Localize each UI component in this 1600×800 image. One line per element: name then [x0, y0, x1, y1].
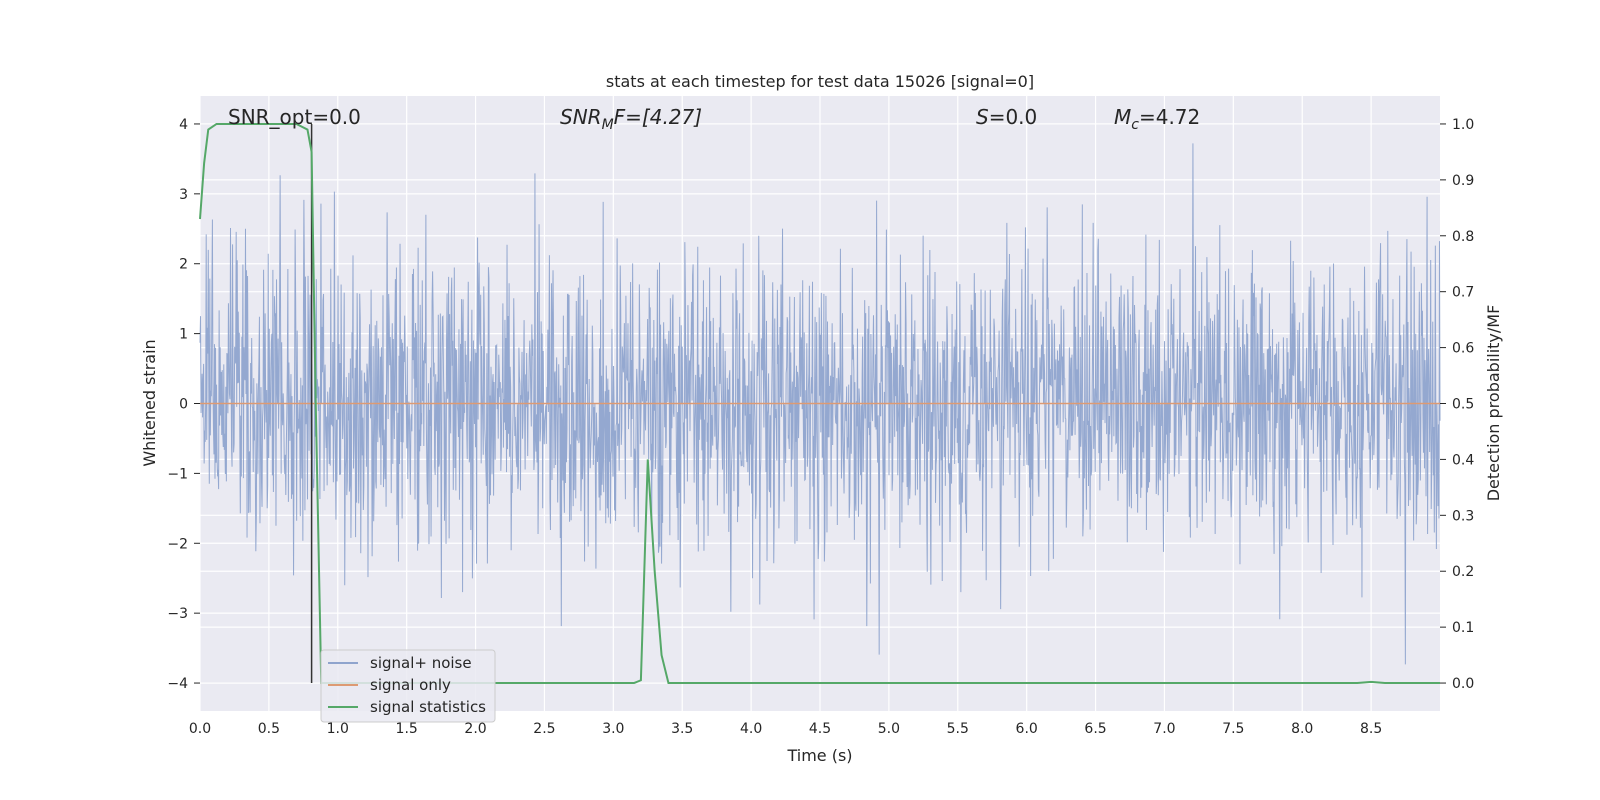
legend-label-signal-statistics: signal statistics	[370, 698, 486, 716]
y-left-tick-label: −1	[167, 466, 188, 482]
x-tick-label: 6.5	[1084, 721, 1106, 737]
x-tick-label: 3.5	[671, 721, 693, 737]
y-right-tick-label: 0.7	[1452, 285, 1474, 301]
annotation-snr-opt: SNR_opt=0.0	[228, 105, 361, 129]
annotation-s: S=0.0	[976, 105, 1037, 129]
y-right-tick-label: 0.8	[1452, 229, 1474, 245]
y-left-tick-label: 1	[179, 327, 188, 343]
y-right-tick-label: 0.0	[1452, 676, 1474, 692]
x-axis-label: Time (s)	[786, 746, 852, 765]
x-tick-label: 0.5	[258, 721, 280, 737]
x-tick-label: 5.0	[878, 721, 900, 737]
mc-sub: c	[1131, 117, 1139, 133]
x-tick-label: 1.5	[396, 721, 418, 737]
y-left-tick-label: 4	[179, 117, 188, 133]
x-tick-label: 0.0	[189, 721, 211, 737]
y-left-tick-label: 2	[179, 257, 188, 273]
y-left-axis-label: Whitened strain	[140, 339, 159, 466]
y-left-axis-ticks: −4 −3 −2 −1 0 1 2 3 4	[167, 117, 200, 692]
mc-main: M	[1114, 105, 1131, 129]
y-right-tick-label: 0.3	[1452, 508, 1474, 524]
y-right-axis-label: Detection probability/MF	[1484, 305, 1503, 502]
x-tick-label: 7.0	[1153, 721, 1175, 737]
x-tick-label: 1.0	[327, 721, 349, 737]
snr-mf-suffix: F=[4.27]	[614, 105, 702, 129]
x-tick-label: 3.0	[602, 721, 624, 737]
y-right-tick-label: 0.6	[1452, 341, 1474, 357]
legend: signal+ noise signal only signal statist…	[320, 649, 496, 723]
x-tick-label: 5.5	[947, 721, 969, 737]
x-tick-label: 8.5	[1360, 721, 1382, 737]
signal-statistics-line	[199, 122, 1440, 685]
y-left-tick-label: −4	[167, 676, 188, 692]
y-left-tick-label: −2	[167, 536, 188, 552]
snr-mf-sub: M	[602, 117, 614, 133]
x-tick-label: 8.0	[1291, 721, 1313, 737]
y-left-tick-label: 0	[179, 397, 188, 413]
x-tick-label: 4.0	[740, 721, 762, 737]
x-tick-label: 4.5	[809, 721, 831, 737]
s-value: =0.0	[989, 105, 1038, 129]
series-signal-noise	[199, 143, 1441, 665]
annotation-mc: Mc=4.72	[1114, 105, 1200, 133]
s-main: S	[976, 105, 989, 129]
y-left-tick-label: −3	[167, 606, 188, 622]
y-right-tick-label: 0.2	[1452, 564, 1474, 580]
legend-label-signal-only: signal only	[370, 676, 451, 694]
legend-box	[320, 649, 496, 723]
x-tick-label: 7.5	[1222, 721, 1244, 737]
legend-label-signal-noise: signal+ noise	[370, 654, 472, 672]
y-right-tick-label: 1.0	[1452, 117, 1474, 133]
annotation-snr-mf: SNRMF=[4.27]	[560, 105, 702, 133]
chart-title: stats at each timestep for test data 150…	[606, 72, 1034, 91]
x-tick-label: 6.0	[1016, 721, 1038, 737]
y-right-tick-label: 0.4	[1452, 452, 1474, 468]
mc-value: =4.72	[1139, 105, 1200, 129]
y-right-axis-ticks: 0.0 0.1 0.2 0.3 0.4 0.5 0.6 0.7 0.8 0.9 1.0	[1440, 117, 1474, 692]
x-tick-label: 2.5	[533, 721, 555, 737]
x-tick-label: 2.0	[464, 721, 486, 737]
series-signal-statistics	[199, 122, 1440, 685]
x-axis-ticks: 0.0 0.5 1.0 1.5 2.0 2.5 3.0 3.5 4.0 4.5 5.0 5.5 6.0 6…	[189, 721, 1382, 737]
y-right-tick-label: 0.1	[1452, 620, 1474, 636]
y-right-tick-label: 0.5	[1452, 397, 1474, 413]
y-right-tick-label: 0.9	[1452, 173, 1474, 189]
noise-trace	[199, 143, 1441, 665]
snr-mf-prefix: SNR	[560, 105, 602, 129]
y-left-tick-label: 3	[179, 187, 188, 203]
